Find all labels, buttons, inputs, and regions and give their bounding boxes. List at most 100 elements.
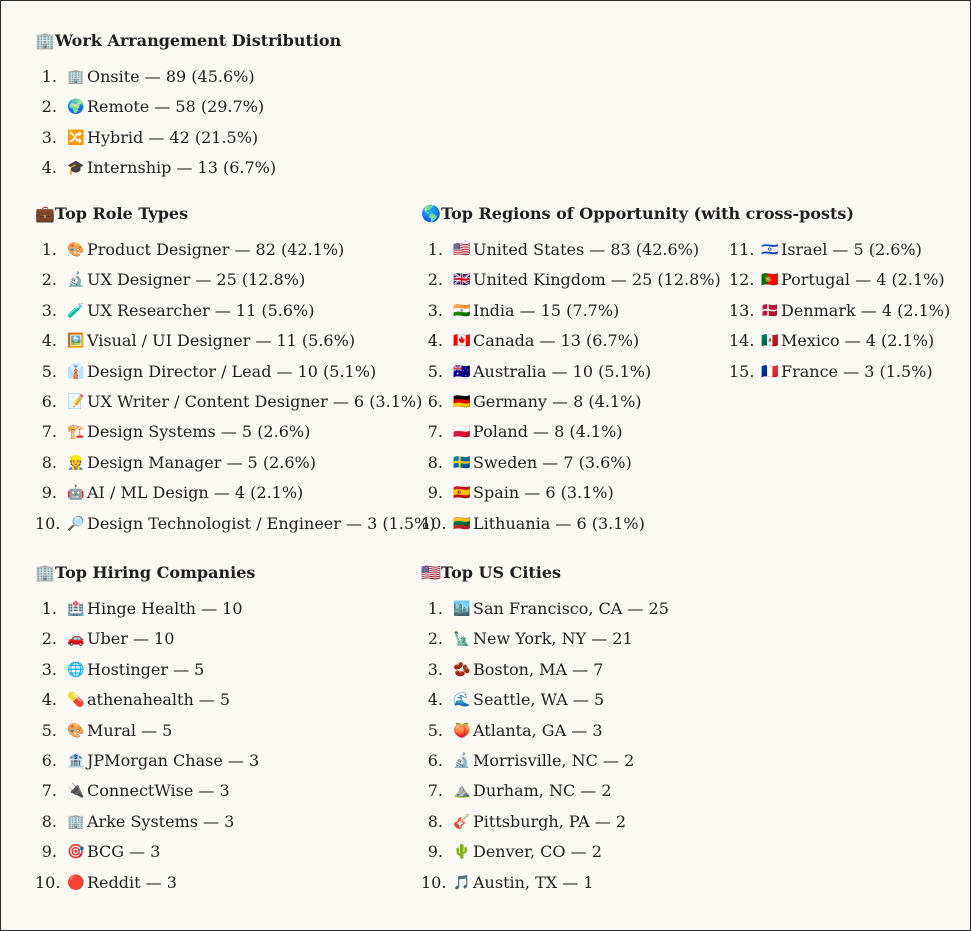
list-item: 10. 🔎 Design Technologist / Engineer — 3 (…	[35, 513, 435, 543]
wave-icon: 🌊	[453, 692, 471, 709]
list-item: 3. 🧪 UX Researcher — 11 (5.6%)	[35, 300, 415, 330]
item-text: Seattle, WA — 5	[473, 690, 605, 710]
us-cities-list: 1. 🏙️ San Francisco, CA — 25 2. 🗽 New York, …	[421, 598, 801, 902]
magnifier-icon: 🔎	[67, 515, 85, 532]
item-text: Onsite — 89 (45.6%)	[87, 67, 255, 86]
section-title: 🌎Top Regions of Opportunity (with cross-…	[421, 204, 941, 224]
list-item: 9. 🇪🇸 Spain — 6 (3.1%)	[421, 482, 731, 512]
list-item: 7. 🔌 ConnectWise — 3	[35, 780, 415, 810]
item-number: 8.	[41, 811, 57, 831]
item-text: Sweden — 7 (3.6%)	[473, 452, 632, 472]
list-item: 14. 🇲🇽 Mexico — 4 (2.1%)	[729, 330, 949, 360]
item-text: Reddit — 3	[87, 872, 177, 892]
list-item: 7. 🏗️ Design Systems — 5 (2.6%)	[35, 421, 415, 451]
item-text: Spain — 6 (3.1%)	[473, 483, 614, 503]
list-item: 3. 🌐 Hostinger — 5	[35, 659, 415, 689]
flag-in-icon: 🇮🇳	[453, 302, 471, 319]
worker-icon: 👷	[67, 454, 85, 471]
framed-picture-icon: 🖼️	[67, 333, 85, 350]
item-text: Durham, NC — 2	[473, 781, 612, 801]
microscope-icon: 🔬	[453, 752, 471, 769]
item-text: Israel — 5 (2.6%)	[781, 240, 922, 259]
item-number: 1.	[41, 599, 57, 618]
list-item: 5. 🇦🇺 Australia — 10 (5.1%)	[421, 361, 731, 391]
item-text: Internship — 13 (6.7%)	[87, 158, 277, 178]
list-item: 2. 🔬 UX Designer — 25 (12.8%)	[35, 269, 415, 299]
globe-meridians-icon: 🌐	[67, 661, 85, 678]
list-item: 3. 🫘 Boston, MA — 7	[421, 659, 801, 689]
item-text: Arke Systems — 3	[87, 811, 235, 831]
list-item: 12. 🇵🇹 Portugal — 4 (2.1%)	[729, 269, 949, 299]
item-text: ConnectWise — 3	[87, 781, 230, 801]
office-building-icon: 🏢	[67, 813, 85, 830]
beans-icon: 🫘	[453, 661, 471, 678]
item-number: 3.	[41, 659, 57, 679]
list-item: 2. 🚗 Uber — 10	[35, 628, 415, 658]
item-number: 14.	[729, 331, 755, 351]
list-item: 1. 🏢 Onsite — 89 (45.6%)	[35, 66, 415, 96]
regions-list: 1. 🇺🇸 United States — 83 (42.6%) 2. 🇬🇧 Unite…	[421, 239, 950, 549]
work-arrangement-section: 🏢Work Arrangement Distribution 1. 🏢 Onsite…	[35, 31, 415, 188]
section-title: 🏢Work Arrangement Distribution	[35, 31, 415, 51]
item-number: 7.	[427, 422, 443, 442]
flag-ca-icon: 🇨🇦	[453, 333, 471, 350]
item-text: New York, NY — 21	[473, 629, 633, 649]
section-title-text: Top Role Types	[55, 204, 189, 223]
us-cities-section: 🇺🇸Top US Cities 1. 🏙️ San Francisco, CA — …	[421, 563, 801, 902]
globe-icon: 🌍	[67, 99, 85, 116]
item-number: 9.	[427, 842, 443, 862]
list-item: 9. 🎯 BCG — 3	[35, 841, 415, 871]
list-item: 8. 🏢 Arke Systems — 3	[35, 811, 415, 841]
role-types-section: 💼Top Role Types 1. 🎨 Product Designer — 82…	[35, 204, 435, 543]
item-text: Product Designer — 82 (42.1%)	[87, 240, 345, 259]
item-text: Canada — 13 (6.7%)	[473, 331, 640, 351]
flag-dk-icon: 🇩🇰	[761, 302, 779, 319]
item-number: 10.	[35, 872, 61, 892]
bank-icon: 🏦	[67, 752, 85, 769]
item-number: 7.	[41, 422, 57, 442]
item-text: Australia — 10 (5.1%)	[473, 361, 652, 381]
item-number: 5.	[427, 361, 443, 381]
item-text: Denmark — 4 (2.1%)	[781, 300, 951, 320]
item-number: 10.	[421, 872, 447, 892]
list-item: 1. 🎨 Product Designer — 82 (42.1%)	[35, 239, 415, 269]
item-number: 2.	[41, 97, 57, 117]
item-number: 2.	[41, 270, 57, 290]
office-building-icon: 🏢	[35, 563, 55, 582]
item-number: 3.	[427, 659, 443, 679]
car-icon: 🚗	[67, 631, 85, 648]
item-text: Boston, MA — 7	[473, 659, 604, 679]
item-number: 8.	[427, 452, 443, 472]
item-text: Germany — 8 (4.1%)	[473, 391, 642, 411]
item-number: 1.	[41, 240, 57, 259]
flag-au-icon: 🇦🇺	[453, 363, 471, 380]
list-item: 13. 🇩🇰 Denmark — 4 (2.1%)	[729, 300, 951, 330]
list-item: 4. 💊 athenahealth — 5	[35, 689, 415, 719]
hiring-companies-list: 1. 🏥 Hinge Health — 10 2. 🚗 Uber — 10 3. 🌐 Hos…	[35, 598, 415, 902]
list-item: 6. 🔬 Morrisville, NC — 2	[421, 750, 801, 780]
regions-column-right: 11. 🇮🇱 Israel — 5 (2.6%) 12. 🇵🇹 Portugal — 4…	[729, 239, 951, 391]
item-text: Atlanta, GA — 3	[473, 720, 603, 740]
item-text: Design Manager — 5 (2.6%)	[87, 452, 316, 472]
list-item: 7. ⛰️ Durham, NC — 2	[421, 780, 801, 810]
section-title-text: Top Hiring Companies	[55, 563, 256, 582]
hospital-icon: 🏥	[67, 601, 85, 617]
graduation-cap-icon: 🎓	[67, 160, 85, 177]
target-icon: 🎯	[67, 844, 85, 861]
item-number: 4.	[41, 331, 57, 351]
item-number: 5.	[41, 720, 57, 740]
item-text: France — 3 (1.5%)	[781, 361, 933, 381]
mountain-icon: ⛰️	[453, 783, 471, 800]
list-item: 9. 🌵 Denver, CO — 2	[421, 841, 801, 871]
item-text: AI / ML Design — 4 (2.1%)	[87, 483, 304, 503]
necktie-icon: 👔	[67, 363, 85, 380]
briefcase-icon: 💼	[35, 204, 55, 223]
flag-us-icon: 🇺🇸	[421, 563, 441, 582]
microscope-icon: 🔬	[67, 272, 85, 289]
item-number: 9.	[41, 842, 57, 862]
item-text: Mural — 5	[87, 720, 173, 740]
item-number: 1.	[41, 67, 57, 86]
flag-de-icon: 🇩🇪	[453, 393, 471, 410]
list-item: 8. 🎸 Pittsburgh, PA — 2	[421, 811, 801, 841]
item-number: 11.	[729, 240, 755, 259]
